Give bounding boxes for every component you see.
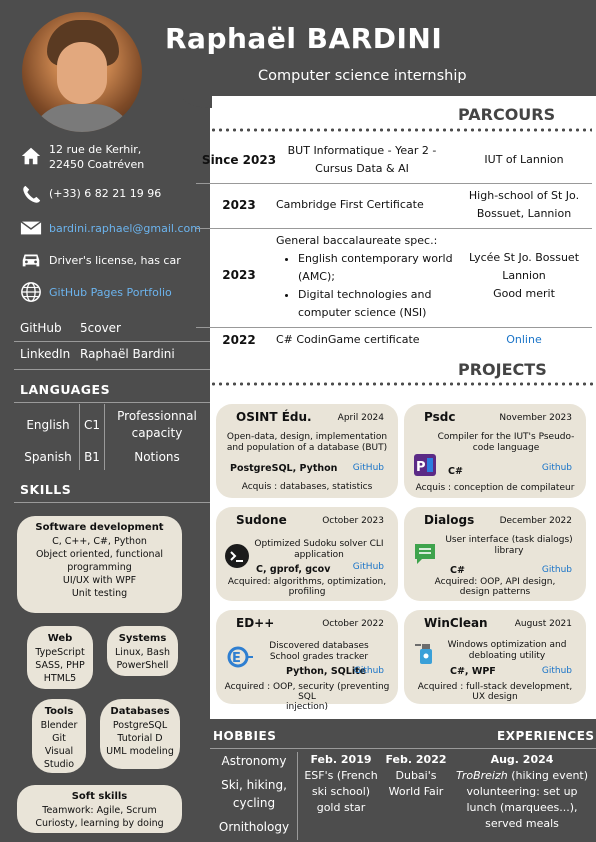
address-line1: 12 rue de Kerhir, <box>49 143 142 156</box>
experience-item: Feb. 2019 ESF's (French ski school) gold s… <box>304 753 378 814</box>
globe-icon <box>21 282 41 302</box>
parcours-year: 2022 <box>222 333 256 347</box>
github-link[interactable]: Github <box>541 565 572 575</box>
github-label: GitHub <box>20 321 62 335</box>
github-link[interactable]: Github <box>541 666 572 676</box>
divider <box>14 369 210 370</box>
level-spanish: B1 <box>84 450 100 464</box>
hobby-item: Ski, hiking, <box>221 778 287 792</box>
phone-icon <box>23 185 41 203</box>
name: Raphaël BARDINI <box>165 22 443 55</box>
project-acquired: Acquired: algorithms, optimization, profi… <box>227 577 387 597</box>
languages-heading: LANGUAGES <box>20 382 111 397</box>
svg-text:E: E <box>232 651 241 666</box>
table-divider <box>79 404 80 470</box>
parcours-row: 2023 General baccalaureate spec.: Englis… <box>196 229 592 328</box>
chat-dialog-icon <box>415 544 435 564</box>
divider <box>297 752 298 840</box>
parcours-desc: General baccalaureate spec.: English con… <box>276 232 454 322</box>
experiences-heading: EXPERIENCES <box>497 729 595 743</box>
parcours-where: Lycée St Jo. Bossuet Lannion Good merit <box>468 251 580 300</box>
parcours-row: 2023 Cambridge First Certificate High-sc… <box>196 184 592 229</box>
bottom-band <box>210 719 596 842</box>
email-link[interactable]: bardini.raphael@gmail.com <box>49 222 201 235</box>
parcours-row: Since 2023 BUT Informatique - Year 2 - Cu… <box>196 136 592 184</box>
divider <box>14 502 210 503</box>
dotted-rule <box>196 128 592 132</box>
project-acquired: Acquired: OOP, API design, design pattern… <box>434 577 556 597</box>
header-band <box>122 0 596 96</box>
project-card: ED++ October 2022 Discovered databases Sc… <box>216 610 398 712</box>
table-divider <box>104 404 105 470</box>
linkedin-label: LinkedIn <box>20 347 71 361</box>
experience-item: Aug. 2024 TroBreizh (hiking event) volun… <box>455 753 589 830</box>
project-card: OSINT Édu. April 2024 Open-data, design,… <box>216 404 398 498</box>
edpp-logo-icon: E <box>227 646 253 668</box>
parcours-year: 2023 <box>222 268 256 282</box>
skill-web: Web TypeScript SASS, PHP HTML5 <box>27 626 93 689</box>
project-card: Dialogs December 2022 User interface (ta… <box>404 507 586 601</box>
parcours-desc: C# CodinGame certificate <box>276 333 420 346</box>
online-link[interactable]: Online <box>506 333 542 346</box>
parcours-where: IUT of Lannion <box>484 153 564 166</box>
lang-spanish: Spanish <box>24 450 72 464</box>
desc-english: Professionnal capacity <box>117 409 197 440</box>
desc-spanish: Notions <box>134 450 180 464</box>
projects-heading: PROJECTS <box>458 360 547 379</box>
sidebar <box>0 0 210 842</box>
svg-text:P: P <box>416 460 426 475</box>
project-card: WinClean August 2021 Windows optimizatio… <box>404 610 586 704</box>
level-english: C1 <box>83 418 100 432</box>
skill-tools: Tools Blender Git Visual Studio <box>32 699 86 773</box>
spray-bottle-icon <box>415 644 432 664</box>
github-link[interactable]: GitHub <box>352 463 384 473</box>
parcours-desc: Cambridge First Certificate <box>276 198 424 211</box>
skill-software: Software development C, C++, C#, Python O… <box>17 516 182 613</box>
parcours-row: 2022 C# CodinGame certificate Online <box>196 328 592 354</box>
github-link[interactable]: Github <box>541 463 572 473</box>
parcours-heading: PARCOURS <box>458 105 556 124</box>
car-icon <box>22 254 40 267</box>
linkedin-link[interactable]: Raphaël Bardini <box>80 347 175 361</box>
header-corner <box>180 96 212 108</box>
parcours-where: High-school of St Jo. Bossuet, Lannion <box>468 189 580 220</box>
phone: (+33) 6 82 21 19 96 <box>49 187 162 200</box>
license: Driver's license, has car <box>49 254 181 267</box>
psdc-logo-icon: P <box>414 454 436 476</box>
profile-photo <box>22 12 142 132</box>
skill-systems: Systems Linux, Bash PowerShell <box>107 626 178 676</box>
divider <box>14 402 210 403</box>
skill-soft: Soft skills Teamwork: Agile, Scrum Curios… <box>17 785 182 833</box>
hobby-item: cycling <box>232 796 276 810</box>
github-link[interactable]: GitHub <box>352 562 384 572</box>
divider <box>14 341 210 342</box>
parcours-desc: BUT Informatique - Year 2 - Cursus Data &… <box>287 144 437 175</box>
skill-databases: Databases PostgreSQL Tutorial D UML modeli… <box>100 699 180 769</box>
github-link[interactable]: 5cover <box>80 321 121 335</box>
project-acquired: Acquired : OOP, security (preventing SQL… <box>224 682 390 712</box>
github-link[interactable]: Github <box>353 666 384 676</box>
project-card: Sudone October 2023 Optimized Sudoku sol… <box>216 507 398 601</box>
home-icon <box>21 147 41 165</box>
terminal-icon <box>225 544 249 568</box>
lang-english: English <box>26 418 70 432</box>
portfolio-link[interactable]: GitHub Pages Portfolio <box>49 286 172 299</box>
dotted-rule <box>210 382 594 386</box>
hobby-item: Ornithology <box>218 820 290 834</box>
mail-icon <box>20 220 42 235</box>
parcours-year: 2023 <box>222 198 256 212</box>
project-acquired: Acquired : full-stack development, UX des… <box>417 682 573 702</box>
parcours-year: Since 2023 <box>201 153 277 167</box>
project-card: Psdc November 2023 Compiler for the IUT'… <box>404 404 586 498</box>
divider <box>210 748 596 749</box>
skills-heading: SKILLS <box>20 482 72 497</box>
subtitle: Computer science internship <box>258 68 467 84</box>
experience-item: Feb. 2022 Dubai's World Fair <box>385 753 447 798</box>
address-line2: 22450 Coatréven <box>49 158 145 171</box>
hobbies-heading: HOBBIES <box>213 729 277 743</box>
hobby-item: Astronomy <box>221 754 287 768</box>
